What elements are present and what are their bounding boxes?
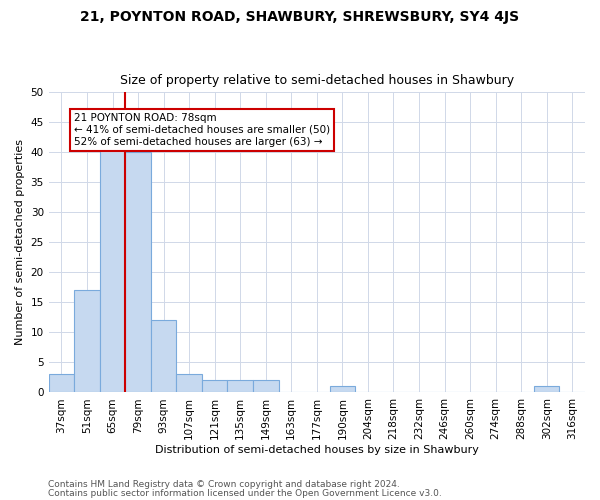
Bar — [74, 290, 100, 392]
Title: Size of property relative to semi-detached houses in Shawbury: Size of property relative to semi-detach… — [120, 74, 514, 87]
Bar — [100, 146, 125, 392]
Bar — [253, 380, 278, 392]
Bar — [151, 320, 176, 392]
Bar — [227, 380, 253, 392]
Bar — [534, 386, 559, 392]
Y-axis label: Number of semi-detached properties: Number of semi-detached properties — [15, 140, 25, 346]
Text: 21 POYNTON ROAD: 78sqm
← 41% of semi-detached houses are smaller (50)
52% of sem: 21 POYNTON ROAD: 78sqm ← 41% of semi-det… — [74, 114, 331, 146]
Bar — [176, 374, 202, 392]
Bar — [202, 380, 227, 392]
X-axis label: Distribution of semi-detached houses by size in Shawbury: Distribution of semi-detached houses by … — [155, 445, 479, 455]
Text: Contains HM Land Registry data © Crown copyright and database right 2024.: Contains HM Land Registry data © Crown c… — [48, 480, 400, 489]
Text: 21, POYNTON ROAD, SHAWBURY, SHREWSBURY, SY4 4JS: 21, POYNTON ROAD, SHAWBURY, SHREWSBURY, … — [80, 10, 520, 24]
Text: Contains public sector information licensed under the Open Government Licence v3: Contains public sector information licen… — [48, 488, 442, 498]
Bar — [49, 374, 74, 392]
Bar — [329, 386, 355, 392]
Bar — [125, 152, 151, 392]
